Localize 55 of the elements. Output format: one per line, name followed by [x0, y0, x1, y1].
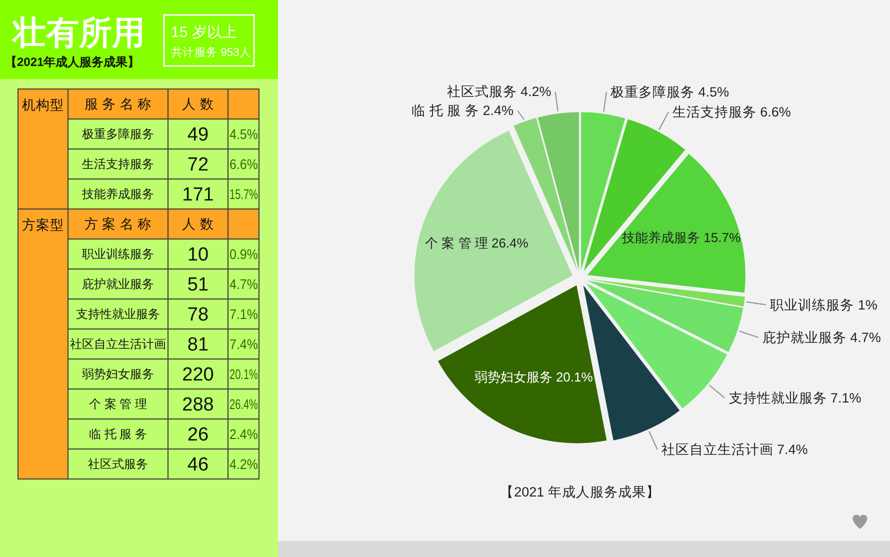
text: 【2021年成人服务成果】: [5, 55, 140, 69]
data-label: 10: [187, 244, 209, 266]
data-label: 20.1%: [230, 366, 270, 382]
data-label: 171: [182, 184, 214, 206]
text: 15 岁以上: [171, 24, 237, 41]
category-label: 临 托 服 务: [88, 427, 148, 441]
slice-label: 社区式服务 4.2%: [446, 84, 552, 100]
data-label: 2.4%: [230, 426, 262, 442]
category-label: 支持性就业服务: [76, 307, 160, 321]
data-label: 78: [187, 304, 209, 326]
data-label: 15.7%: [230, 186, 270, 202]
slice-label: 职业训练服务 1%: [770, 297, 878, 312]
text: 壮有所用: [11, 14, 145, 51]
text: 人 数: [182, 96, 214, 112]
data-label: 81: [187, 334, 209, 356]
data-label: 72: [187, 154, 209, 176]
slice-label: 技能养成服务 15.7%: [621, 230, 741, 245]
data-label: 288: [182, 394, 214, 416]
category-label: 庇护就业服务: [82, 277, 154, 291]
text: 方案型: [22, 216, 64, 232]
data-label: 51: [187, 274, 209, 296]
slice-label: 弱势妇女服务 20.1%: [474, 369, 594, 384]
data-label: 220: [182, 364, 214, 386]
data-label: 4.5%: [230, 126, 262, 142]
data-label: 49: [187, 124, 209, 146]
data-label: 4.2%: [230, 456, 262, 472]
data-label: 46: [187, 454, 209, 476]
data-label: 7.4%: [230, 336, 262, 352]
category-label: 个 案 管 理: [88, 397, 148, 411]
data-label: 0.9%: [230, 246, 262, 262]
slice-label: 庇护就业服务 4.7%: [762, 330, 881, 345]
category-label: 弱势妇女服务: [82, 367, 154, 381]
data-label: 7.1%: [230, 306, 262, 322]
text: 服 务 名 称: [84, 96, 152, 112]
text: 机构型: [22, 98, 64, 112]
text: 方 案 名 称: [84, 216, 152, 232]
data-label: 6.6%: [230, 156, 262, 172]
category-label: 社区自立生活计画: [70, 337, 166, 351]
slice-label: 临 托 服 务 2.4%: [412, 103, 514, 118]
slice-label: 极重多障服务 4.5%: [609, 84, 729, 100]
text: 【2021 年成人服务成果】: [500, 484, 660, 500]
category-label: 生活支持服务: [82, 157, 154, 171]
slice-label: 支持性就业服务 7.1%: [728, 390, 862, 406]
data-label: 26.4%: [230, 396, 270, 412]
slice-label: 生活支持服务 6.6%: [672, 104, 791, 120]
category-label: 极重多障服务: [81, 127, 154, 141]
category-label: 职业训练服务: [82, 247, 154, 261]
text: 共计服务 953人: [171, 46, 254, 59]
data-label: 4.7%: [230, 276, 262, 292]
slice-label: 个 案 管 理 26.4%: [425, 235, 529, 250]
category-label: 技能养成服务: [81, 187, 154, 201]
text: 人 数: [182, 216, 214, 232]
slice-label: 社区自立生活计画 7.4%: [661, 442, 808, 457]
category-label: 社区式服务: [88, 457, 148, 471]
data-label: 26: [187, 424, 209, 446]
